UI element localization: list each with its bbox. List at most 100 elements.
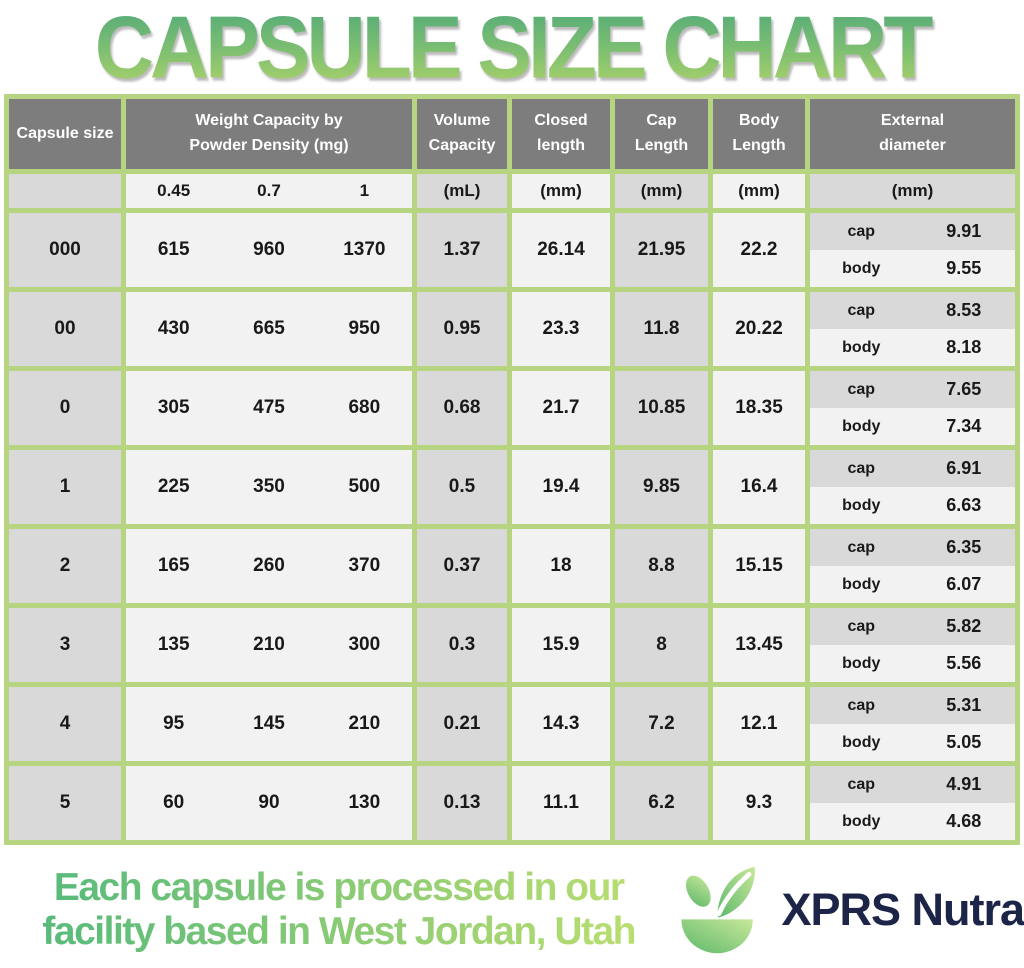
cell-volume: 0.5 (417, 450, 507, 525)
cell-volume: 0.13 (417, 766, 507, 841)
cell-weight-capacity: 615 960 1370 (126, 213, 412, 288)
external-cap-value: 8.53 (946, 300, 982, 321)
cell-volume: 1.37 (417, 213, 507, 288)
cell-body-length: 22.2 (713, 213, 805, 288)
external-body-row: body 5.56 (810, 645, 1015, 683)
cell-external-diameter: cap 5.82 body 5.56 (810, 608, 1015, 683)
external-body-row: body 5.05 (810, 724, 1015, 762)
cell-external-diameter: cap 5.31 body 5.05 (810, 687, 1015, 762)
cell-closed-length: 23.3 (512, 292, 610, 367)
cell-volume: 0.21 (417, 687, 507, 762)
cell-capsule-size: 3 (9, 608, 121, 683)
external-body-row: body 7.34 (810, 408, 1015, 446)
external-body-value: 7.34 (946, 416, 982, 437)
col-header-weight-capacity: Weight Capacity by Powder Density (mg) (126, 99, 412, 170)
cell-closed-length: 14.3 (512, 687, 610, 762)
external-body-value: 4.68 (946, 811, 982, 832)
cell-body-length: 9.3 (713, 766, 805, 841)
external-cap-value: 9.91 (946, 221, 982, 242)
cell-weight-045: 305 (157, 397, 190, 419)
external-body-label: body (842, 338, 881, 356)
cell-weight-capacity: 430 665 950 (126, 292, 412, 367)
external-cap-row: cap 6.35 (810, 529, 1015, 567)
external-body-label: body (842, 812, 881, 830)
cell-closed-length: 18 (512, 529, 610, 604)
units-volume: (mL) (417, 174, 507, 209)
external-cap-label: cap (847, 775, 876, 793)
leaf-bowl-icon (681, 866, 756, 954)
col-header-weight-line2: Powder Density (mg) (189, 137, 349, 155)
col-header-capsule-size: Capsule size (9, 99, 121, 170)
external-cap-row: cap 7.65 (810, 371, 1015, 409)
cell-weight-capacity: 95 145 210 (126, 687, 412, 762)
cell-cap-length: 8 (615, 608, 708, 683)
cell-weight-07: 350 (253, 476, 285, 498)
capsule-size-table: Capsule size Weight Capacity by Powder D… (4, 94, 1020, 846)
cell-weight-045: 165 (157, 555, 190, 577)
cell-volume: 0.3 (417, 608, 507, 683)
external-body-row: body 8.18 (810, 329, 1015, 367)
page-title: CAPSULE SIZE CHART (0, 1, 1024, 95)
external-cap-value: 5.82 (946, 616, 982, 637)
cell-weight-capacity: 60 90 130 (126, 766, 412, 841)
external-body-label: body (842, 496, 881, 514)
footer-tagline-line2: facility based in West Jordan, Utah (42, 910, 636, 954)
cell-body-length: 18.35 (713, 371, 805, 446)
cell-weight-1: 130 (348, 792, 381, 814)
cell-cap-length: 21.95 (615, 213, 708, 288)
external-body-label: body (842, 733, 881, 751)
cell-external-diameter: cap 6.35 body 6.07 (810, 529, 1015, 604)
cell-weight-07: 260 (253, 555, 285, 577)
cell-weight-capacity: 225 350 500 (126, 450, 412, 525)
cell-weight-capacity: 135 210 300 (126, 608, 412, 683)
units-density-07: 0.7 (257, 181, 281, 201)
external-body-label: body (842, 417, 881, 435)
external-body-row: body 9.55 (810, 250, 1015, 288)
col-header-body-length: Body Length (713, 99, 805, 170)
cell-cap-length: 9.85 (615, 450, 708, 525)
cell-capsule-size: 000 (9, 213, 121, 288)
external-body-row: body 6.63 (810, 487, 1015, 525)
cell-cap-length: 8.8 (615, 529, 708, 604)
footer-tagline: Each capsule is processed in our facilit… (26, 866, 651, 953)
cell-weight-1: 370 (348, 555, 381, 577)
cell-weight-1: 1370 (343, 239, 386, 261)
col-header-cap-line1: Cap (646, 112, 677, 130)
cell-external-diameter: cap 4.91 body 4.68 (810, 766, 1015, 841)
external-cap-label: cap (847, 380, 876, 398)
cell-body-length: 15.15 (713, 529, 805, 604)
brand-logo: XPRS Nutra (665, 863, 1024, 957)
units-cap-length: (mm) (615, 174, 708, 209)
cell-weight-1: 950 (348, 318, 381, 340)
cell-weight-07: 90 (258, 792, 280, 814)
cell-weight-07: 475 (253, 397, 285, 419)
external-cap-row: cap 5.82 (810, 608, 1015, 646)
col-header-external-diameter: External diameter (810, 99, 1015, 170)
cell-weight-045: 615 (157, 239, 190, 261)
external-cap-value: 6.35 (946, 537, 982, 558)
col-header-closed-line2: length (537, 137, 585, 155)
units-closed-length: (mm) (512, 174, 610, 209)
cell-closed-length: 11.1 (512, 766, 610, 841)
external-body-value: 5.05 (946, 732, 982, 753)
cell-weight-1: 210 (348, 713, 381, 735)
external-body-label: body (842, 259, 881, 277)
cell-body-length: 20.22 (713, 292, 805, 367)
external-cap-value: 6.91 (946, 458, 982, 479)
external-cap-value: 5.31 (946, 695, 982, 716)
external-cap-value: 7.65 (946, 379, 982, 400)
cell-weight-capacity: 305 475 680 (126, 371, 412, 446)
col-header-cap-line2: Length (634, 137, 689, 155)
cell-weight-07: 210 (253, 634, 285, 656)
external-cap-row: cap 9.91 (810, 213, 1015, 251)
external-body-row: body 6.07 (810, 566, 1015, 604)
external-body-label: body (842, 654, 881, 672)
col-header-body-line2: Length (732, 137, 786, 155)
cell-weight-1: 300 (348, 634, 381, 656)
external-cap-label: cap (847, 617, 876, 635)
cell-capsule-size: 4 (9, 687, 121, 762)
col-header-body-line1: Body (739, 112, 779, 130)
cell-weight-045: 430 (157, 318, 190, 340)
cell-cap-length: 10.85 (615, 371, 708, 446)
cell-weight-045: 225 (157, 476, 190, 498)
